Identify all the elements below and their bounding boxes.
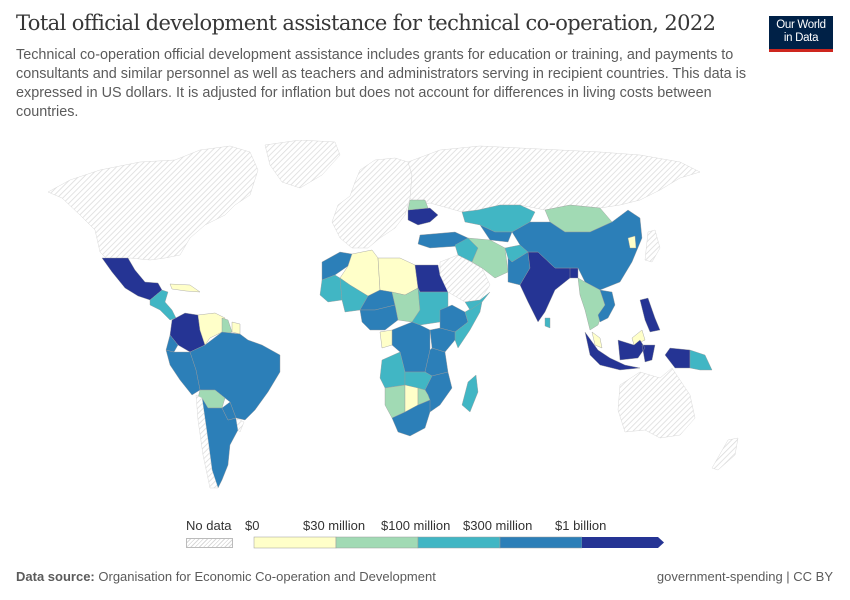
legend-no-data-label: No data	[186, 518, 232, 533]
country-mexico[interactable]	[101, 257, 163, 301]
country-angola[interactable]	[379, 351, 406, 389]
country-zimbabwe[interactable]	[417, 387, 431, 406]
country-uzbekistan[interactable]	[479, 224, 513, 243]
data-source-label: Data source:	[16, 569, 95, 584]
chart-subtitle: Technical co-operation official developm…	[16, 47, 747, 120]
legend-tick-30m: $30 million	[303, 518, 366, 533]
country-malaysia[interactable]	[591, 329, 646, 349]
country-namibia[interactable]	[384, 384, 406, 419]
legend-tick-0: $0	[245, 518, 260, 533]
legend-bin-300m-1b[interactable]	[499, 536, 583, 549]
logo-line-2: in Data	[783, 32, 819, 44]
legend-color-bar	[253, 536, 664, 549]
legend-tick-300m: $300 million	[463, 518, 533, 533]
country-europe[interactable]	[331, 157, 413, 249]
country-north-america[interactable]	[47, 145, 259, 263]
country-madagascar[interactable]	[461, 374, 479, 413]
data-source-text[interactable]: Organisation for Economic Co-operation a…	[98, 569, 436, 584]
country-cuba[interactable]	[169, 283, 201, 293]
country-chile[interactable]	[195, 394, 219, 489]
world-map	[47, 140, 739, 489]
country-north-korea[interactable]	[627, 235, 637, 249]
legend-bin-100m-300m[interactable]	[417, 536, 501, 549]
country-somalia[interactable]	[454, 301, 483, 349]
country-iran[interactable]	[467, 237, 509, 279]
country-south-africa[interactable]	[391, 399, 431, 437]
country-gabon[interactable]	[379, 329, 393, 349]
country-ukraine[interactable]	[407, 207, 439, 226]
country-indonesia[interactable]	[584, 331, 691, 371]
country-sri-lanka[interactable]	[544, 317, 551, 329]
country-ecuador[interactable]	[165, 334, 179, 353]
country-central-america[interactable]	[149, 289, 177, 321]
footer-license[interactable]: government-spending | CC BY	[656, 569, 833, 584]
country-australia[interactable]	[617, 367, 696, 439]
country-belarus[interactable]	[407, 199, 429, 211]
legend-bin-over-1b[interactable]	[582, 537, 664, 548]
logo-line-1: Our World	[776, 19, 826, 31]
country-china[interactable]	[511, 209, 643, 291]
country-yemen[interactable]	[464, 291, 491, 311]
legend-no-data-swatch[interactable]	[186, 538, 233, 548]
country-japan[interactable]	[644, 229, 661, 263]
chart-title: Total official development assistance fo…	[16, 11, 716, 35]
data-source: Data source: Organisation for Economic C…	[16, 569, 436, 584]
legend: No data $0 $30 million $100 million $300…	[0, 510, 850, 555]
legend-bin-0-30m[interactable]	[253, 536, 337, 549]
country-uruguay[interactable]	[235, 417, 245, 433]
country-russia[interactable]	[407, 145, 701, 213]
country-libya[interactable]	[377, 257, 419, 296]
country-bangladesh[interactable]	[569, 267, 579, 279]
country-nigeria[interactable]	[359, 304, 399, 331]
country-new-zealand[interactable]	[711, 437, 739, 471]
country-greenland[interactable]	[264, 140, 341, 189]
country-suriname[interactable]	[231, 321, 241, 335]
legend-tick-100m: $100 million	[381, 518, 451, 533]
country-philippines[interactable]	[639, 297, 661, 333]
legend-bin-30m-100m[interactable]	[335, 536, 419, 549]
country-papua-new-guinea[interactable]	[689, 349, 713, 371]
country-vietnam[interactable]	[597, 289, 616, 323]
legend-tick-1b: $1 billion	[555, 518, 607, 533]
country-venezuela[interactable]	[197, 312, 226, 346]
country-kenya[interactable]	[429, 327, 456, 353]
country-myanmar-thailand-laos[interactable]	[577, 277, 606, 331]
owid-logo[interactable]: Our World in Data	[769, 16, 833, 52]
